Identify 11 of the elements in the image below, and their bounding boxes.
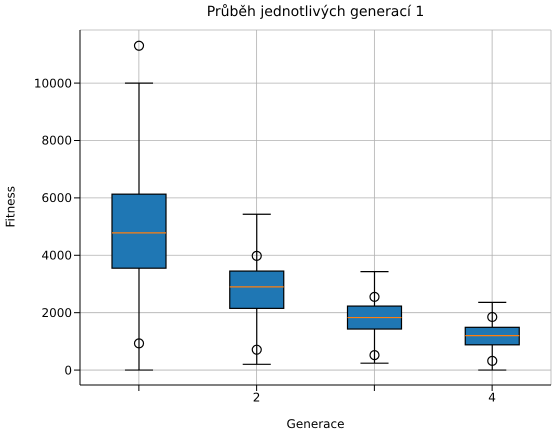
y-tick-label: 2000 [41, 306, 72, 320]
y-tick-label: 0 [64, 363, 72, 378]
y-axis-title: Fitness [3, 186, 18, 228]
y-tick-label: 8000 [41, 134, 72, 148]
y-tick-label: 6000 [41, 191, 72, 206]
y-tick-label: 4000 [41, 248, 72, 263]
x-tick-label: 4 [488, 390, 496, 405]
x-axis-title: Generace [286, 417, 344, 430]
x-tick-label: 2 [252, 390, 260, 405]
y-tick-label: 10000 [34, 76, 72, 90]
chart-title: Průběh jednotlivých generací 1 [206, 4, 426, 20]
